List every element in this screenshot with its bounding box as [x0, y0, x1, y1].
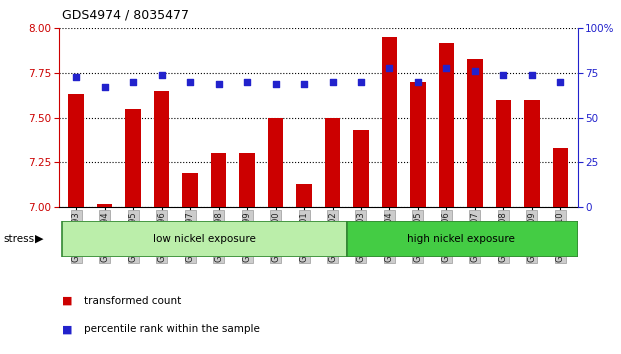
Text: ■: ■ [62, 296, 73, 306]
Text: percentile rank within the sample: percentile rank within the sample [84, 324, 260, 334]
Bar [68, 95, 84, 207]
Point [327, 79, 337, 85]
Point [128, 79, 138, 85]
Bar [182, 173, 198, 207]
Text: GDS4974 / 8035477: GDS4974 / 8035477 [62, 9, 189, 22]
Bar [239, 153, 255, 207]
Bar [410, 82, 426, 207]
Text: ■: ■ [62, 324, 73, 334]
Point [555, 79, 565, 85]
Bar [268, 118, 283, 207]
Point [185, 79, 195, 85]
Point [242, 79, 252, 85]
Point [99, 85, 109, 90]
Bar [353, 130, 369, 207]
Bar [347, 221, 578, 257]
Point [356, 79, 366, 85]
Bar [467, 59, 483, 207]
Point [413, 79, 423, 85]
Text: ▶: ▶ [35, 234, 44, 244]
Point [299, 81, 309, 87]
Point [527, 72, 537, 78]
Bar [553, 148, 568, 207]
Point [271, 81, 281, 87]
Point [442, 65, 451, 70]
Bar [296, 184, 312, 207]
Point [470, 68, 480, 74]
Point [156, 72, 166, 78]
Bar [62, 221, 347, 257]
Bar [438, 42, 455, 207]
Point [71, 74, 81, 79]
Bar [154, 91, 170, 207]
Bar [211, 153, 227, 207]
Bar [325, 118, 340, 207]
Bar [382, 37, 397, 207]
Point [384, 65, 394, 70]
Bar [524, 100, 540, 207]
Text: high nickel exposure: high nickel exposure [407, 234, 515, 244]
Text: low nickel exposure: low nickel exposure [153, 234, 256, 244]
Bar [125, 109, 141, 207]
Text: stress: stress [3, 234, 34, 244]
Text: transformed count: transformed count [84, 296, 181, 306]
Point [499, 72, 509, 78]
Point [214, 81, 224, 87]
Bar [496, 100, 511, 207]
Bar [97, 204, 112, 207]
